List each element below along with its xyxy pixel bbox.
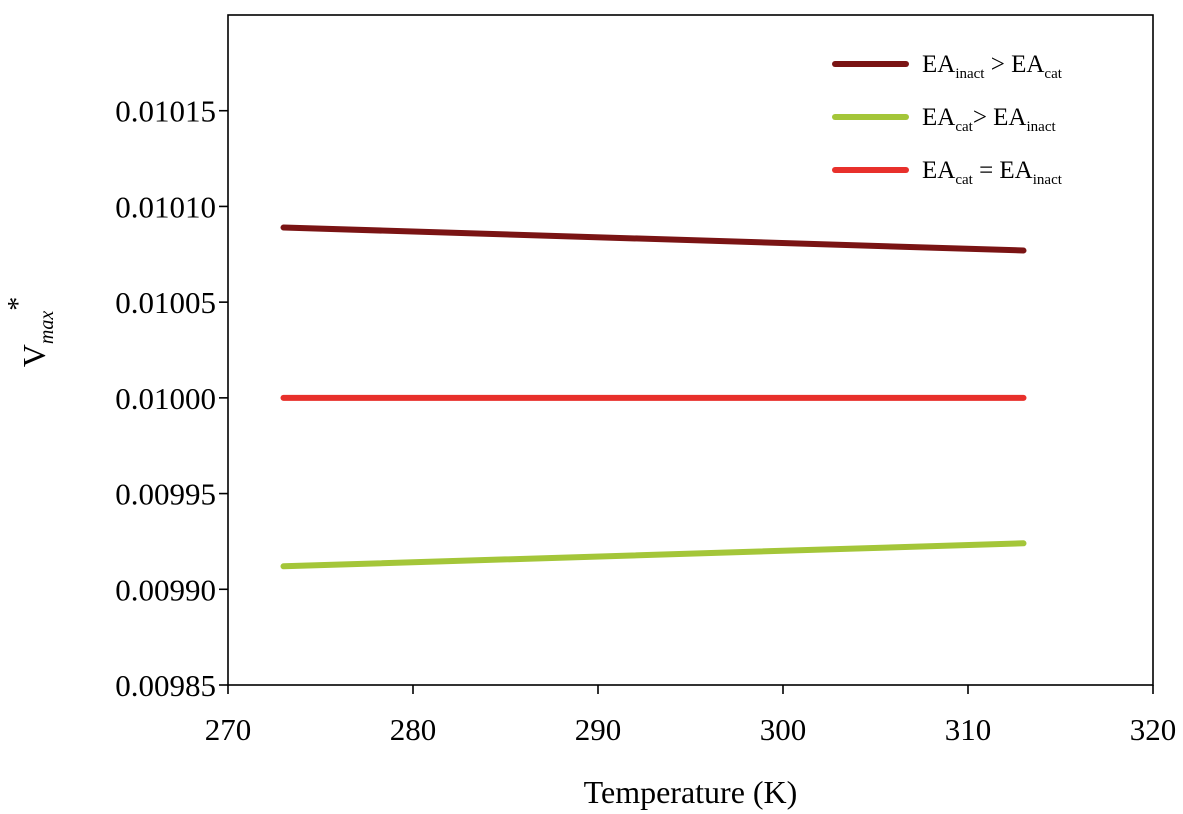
x-tick-label: 300: [760, 712, 807, 747]
x-tick-label: 280: [390, 712, 437, 747]
y-tick-label: 0.00990: [115, 572, 216, 607]
y-axis-title: Vmax*: [3, 297, 58, 367]
series-line-cat-gt-inact: [280, 540, 1027, 570]
x-tick-label: 270: [205, 712, 252, 747]
legend-label-cat-eq-inact: EAcat = EAinact: [922, 157, 1063, 188]
y-tick-label: 0.00995: [115, 477, 216, 512]
plot-frame: [227, 14, 1154, 686]
x-tick-label: 290: [575, 712, 622, 747]
legend-label-inact-gt-cat: EAinact > EAcat: [922, 51, 1063, 82]
y-tick-label: 0.00985: [115, 668, 216, 703]
x-axis-title: Temperature (K): [584, 774, 798, 810]
x-tick-label: 310: [945, 712, 992, 747]
legend-label-cat-gt-inact: EAcat> EAinact: [922, 104, 1056, 135]
y-tick-label: 0.01005: [115, 285, 216, 320]
y-tick-label: 0.01000: [115, 381, 216, 416]
y-tick-label: 0.01010: [115, 189, 216, 224]
series-line-inact-gt-cat: [280, 224, 1027, 254]
x-tick-label: 320: [1130, 712, 1177, 747]
y-tick-label: 0.01015: [115, 94, 216, 129]
series-layer: [280, 224, 1027, 570]
axes: 270 280 290 300 310 320 0.00985 0.00990 0.00995 0…: [115, 14, 1177, 747]
legend: EAinact > EAcat EAcat> EAinact EAcat = EAi…: [832, 51, 1063, 188]
